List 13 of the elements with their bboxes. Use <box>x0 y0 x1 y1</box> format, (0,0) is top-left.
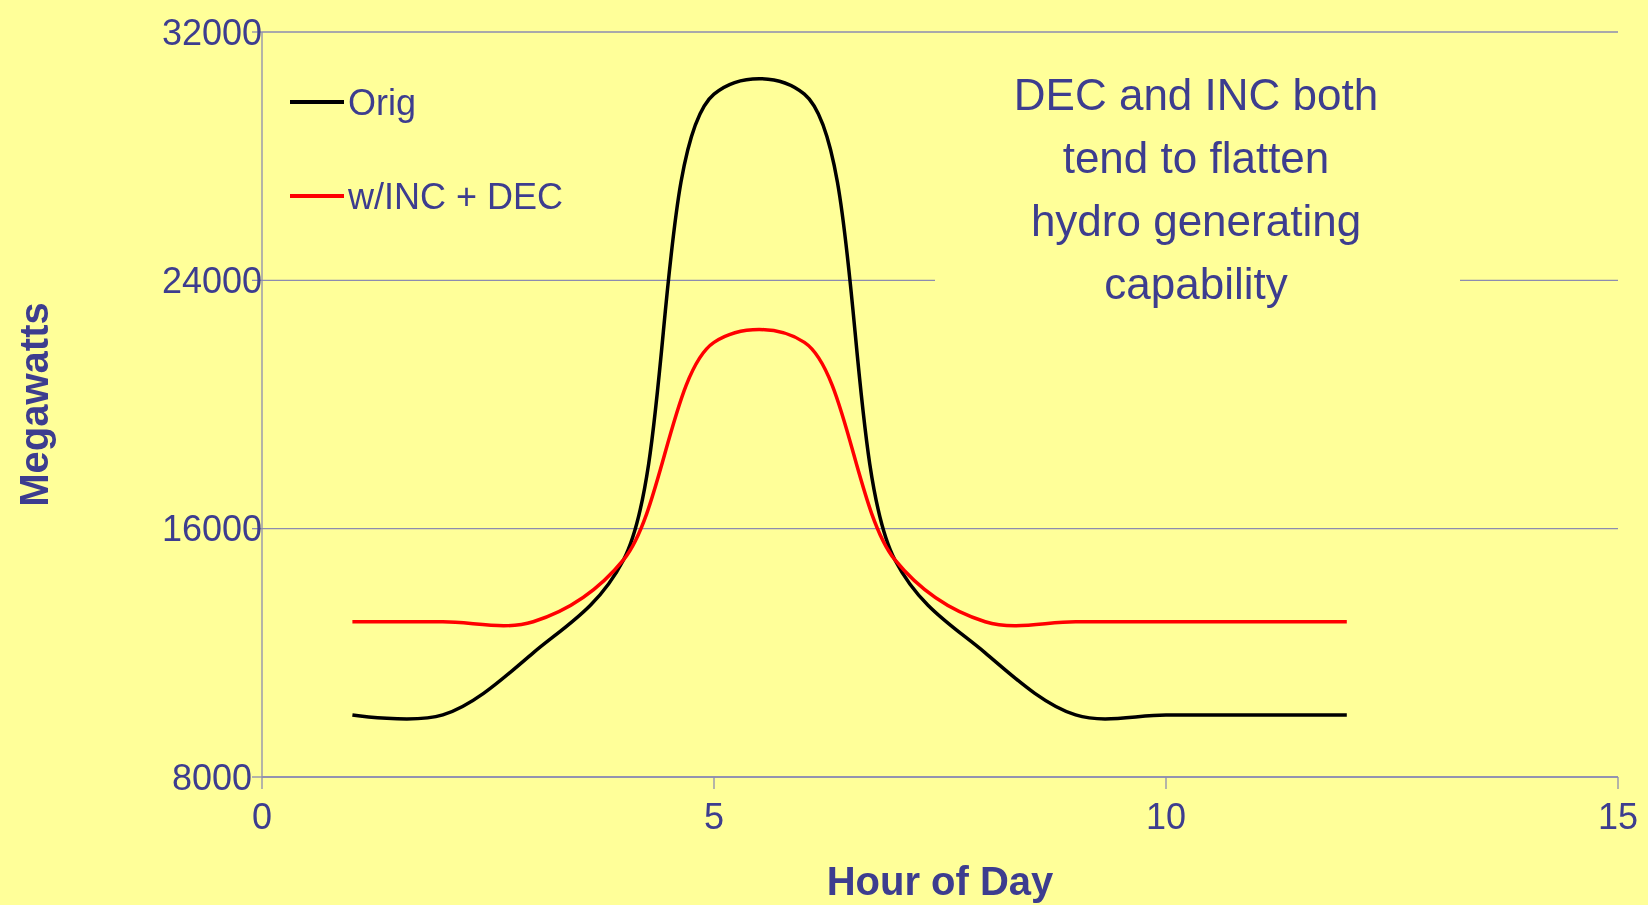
annotation: DEC and INC both tend to flatten hydro generating capability <box>1013 70 1379 308</box>
x-tick-label: 15 <box>1597 796 1639 837</box>
y-tick-label: 8000 <box>171 756 253 798</box>
legend-label: Orig <box>348 81 417 123</box>
y-tick-label: 24000 <box>161 259 263 301</box>
x-tick-label: 0 <box>251 796 273 837</box>
legend-label: w/INC + DEC <box>347 175 564 217</box>
x-tick-label: 5 <box>703 796 725 837</box>
x-tick-label: 10 <box>1145 796 1187 837</box>
y-tick-label: 32000 <box>161 11 263 53</box>
y-tick-label: 16000 <box>161 508 263 550</box>
x-axis-title: Hour of Day <box>826 859 1055 903</box>
y-axis-title: Megawatts <box>12 302 56 507</box>
